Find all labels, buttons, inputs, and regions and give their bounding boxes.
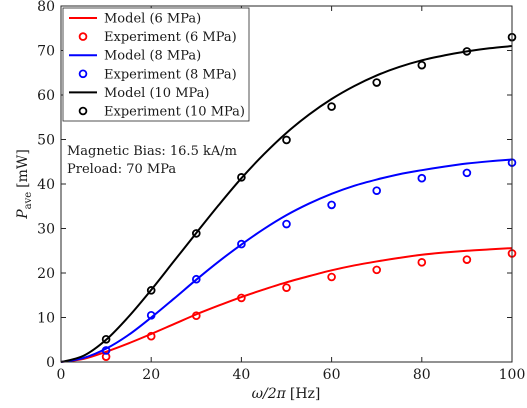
y-tick-label: 60 [37, 88, 55, 104]
data-point-experiment-8-mpa [417, 173, 427, 183]
y-axis-label-unit: [mW] [15, 149, 31, 188]
x-tick-label: 60 [323, 367, 341, 383]
x-axis-label: ω/2π [Hz] [252, 386, 321, 402]
y-tick-label: 30 [37, 222, 55, 238]
data-point-experiment-8-mpa [327, 200, 336, 210]
x-axis-label-symbol: ω/2π [252, 386, 287, 402]
x-tick-label: 40 [232, 367, 250, 383]
data-point-experiment-10-mpa [282, 135, 291, 145]
legend-box [62, 7, 250, 122]
legend-marker-experiment-10mpa [78, 106, 88, 116]
data-point-experiment-6-mpa [146, 331, 156, 341]
y-tick-label: 50 [37, 133, 55, 149]
data-point-experiment-6-mpa [372, 265, 382, 275]
y-tick-label: 40 [37, 177, 55, 193]
data-point-experiment-6-mpa [462, 255, 472, 264]
y-tick-label: 0 [46, 355, 55, 371]
ticks-layer: 0 20 40 60 80 100 0 10 20 30 40 50 60 70 80 [37, 0, 525, 383]
legend-label-experiment-10mpa: Experiment (10 MPa) [104, 105, 245, 120]
data-point-experiment-6-mpa [327, 272, 336, 282]
data-point-experiment-10-mpa [192, 229, 201, 238]
x-tick-label: 100 [499, 367, 526, 383]
annotation-magnetic-bias: Magnetic Bias: 16.5 kA/m [67, 144, 237, 159]
data-point-experiment-6-mpa [417, 258, 427, 267]
data-point-experiment-10-mpa [101, 335, 111, 344]
annotation-preload: Preload: 70 MPa [67, 162, 176, 177]
data-point-experiment-8-mpa [192, 274, 201, 284]
data-point-experiment-10-mpa [462, 47, 472, 56]
legend-label-model-10mpa: Model (10 MPa) [104, 86, 210, 101]
data-point-experiment-10-mpa [417, 60, 427, 70]
y-axis-label-symbol: P [15, 209, 31, 220]
x-axis-label-unit: [Hz] [290, 386, 321, 402]
data-point-experiment-8-mpa [146, 310, 156, 320]
series-line-model-8-mpa [60, 158, 513, 363]
data-point-experiment-6-mpa [237, 293, 246, 303]
y-tick-label: 20 [37, 266, 55, 282]
data-point-experiment-10-mpa [146, 286, 156, 295]
data-point-experiment-8-mpa [237, 239, 246, 249]
x-tick-label: 80 [413, 367, 431, 383]
data-point-experiment-6-mpa [192, 311, 201, 321]
data-point-experiment-8-mpa [372, 186, 382, 195]
legend-label-experiment-8mpa: Experiment (8 MPa) [104, 67, 237, 82]
legend: Model (6 MPa) Experiment (6 MPa) Model (… [62, 7, 250, 122]
legend-label-experiment-6mpa: Experiment (6 MPa) [104, 30, 237, 45]
x-tick-label: 20 [142, 367, 160, 383]
y-axis-label-subscript: ave [23, 192, 34, 210]
x-tick-label: 0 [57, 367, 66, 383]
data-point-experiment-8-mpa [462, 168, 472, 178]
y-tick-label: 10 [37, 311, 55, 327]
data-point-experiment-8-mpa [282, 219, 291, 229]
legend-label-model-8mpa: Model (8 MPa) [104, 49, 201, 64]
y-axis-label: Pave [mW] [15, 149, 34, 220]
data-point-experiment-10-mpa [327, 102, 336, 111]
series-line-model-6-mpa [60, 247, 513, 363]
legend-label-model-6mpa: Model (6 MPa) [104, 12, 201, 27]
series-layer [60, 32, 517, 363]
series-line-model-10-mpa [60, 45, 513, 363]
data-point-experiment-6-mpa [282, 283, 291, 292]
data-point-experiment-10-mpa [372, 78, 382, 87]
data-point-experiment-8-mpa [101, 346, 111, 355]
y-tick-label: 70 [37, 44, 55, 60]
legend-marker-experiment-8mpa [78, 69, 88, 79]
y-tick-label: 80 [37, 0, 55, 15]
legend-marker-experiment-6mpa [78, 32, 88, 41]
data-point-experiment-10-mpa [237, 173, 246, 182]
